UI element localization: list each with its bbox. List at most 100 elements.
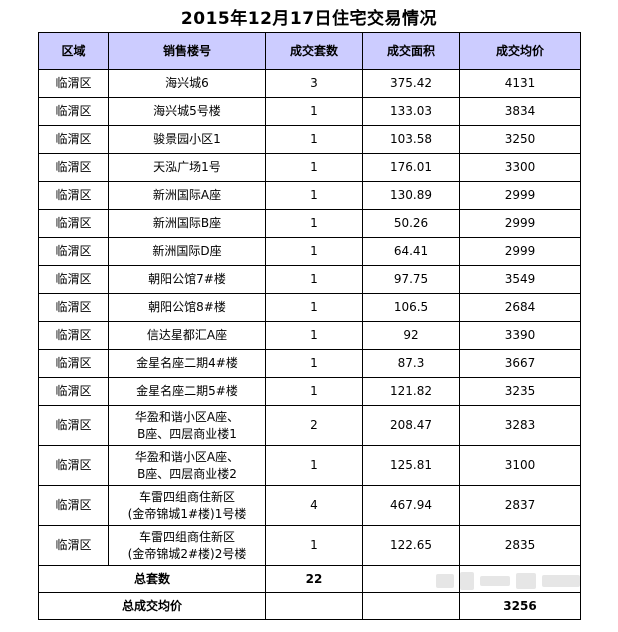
cell-area: 121.82 [362, 377, 460, 406]
cell-avg-price: 3390 [459, 321, 581, 350]
avg-price-value: 3256 [459, 592, 581, 620]
cell-units: 1 [265, 349, 363, 378]
table-row: 临渭区 华盈和谐小区A座、 B座、四层商业楼2 1 125.81 3100 [38, 445, 581, 486]
cell-region: 临渭区 [38, 97, 109, 126]
cell-region: 临渭区 [38, 181, 109, 210]
table-row: 临渭区 朝阳公馆7#楼 1 97.75 3549 [38, 265, 581, 294]
table-row: 临渭区 海兴城5号楼 1 133.03 3834 [38, 97, 581, 126]
table-row: 临渭区 新洲国际B座 1 50.26 2999 [38, 209, 581, 238]
cell-region: 临渭区 [38, 153, 109, 182]
cell-region: 临渭区 [38, 237, 109, 266]
building-name-line: 新洲国际A座 [152, 188, 222, 202]
cell-avg-price: 2999 [459, 237, 581, 266]
cell-region: 临渭区 [38, 209, 109, 238]
avg-price-row: 总成交均价 3256 [38, 592, 581, 620]
cell-area: 106.5 [362, 293, 460, 322]
cell-units: 4 [265, 485, 363, 526]
building-name-line: 新洲国际D座 [152, 244, 222, 258]
cell-units: 1 [265, 97, 363, 126]
building-name-line: 金星名座二期5#楼 [136, 384, 238, 398]
cell-avg-price: 3250 [459, 125, 581, 154]
building-name-line: B座、四层商业楼1 [137, 426, 237, 441]
cell-units: 1 [265, 525, 363, 566]
table-row: 临渭区 车雷四组商住新区 (金帝锦城1#楼)1号楼 4 467.94 2837 [38, 485, 581, 526]
building-name-line: 信达星都汇A座 [146, 328, 228, 342]
cell-region: 临渭区 [38, 265, 109, 294]
cell-building: 新洲国际B座 [108, 209, 266, 238]
cell-region: 临渭区 [38, 405, 109, 446]
cell-area: 87.3 [362, 349, 460, 378]
table-row: 临渭区 新洲国际A座 1 130.89 2999 [38, 181, 581, 210]
header-units: 成交套数 [265, 32, 363, 70]
cell-avg-price: 3100 [459, 445, 581, 486]
cell-area: 176.01 [362, 153, 460, 182]
cell-building: 华盈和谐小区A座、 B座、四层商业楼2 [108, 445, 266, 486]
cell-units: 2 [265, 405, 363, 446]
cell-area: 125.81 [362, 445, 460, 486]
table-row: 临渭区 信达星都汇A座 1 92 3390 [38, 321, 581, 350]
cell-region: 临渭区 [38, 445, 109, 486]
building-name-line: 新洲国际B座 [152, 216, 222, 230]
cell-avg-price: 3235 [459, 377, 581, 406]
avg-price-empty-area [362, 592, 460, 620]
table-row: 临渭区 金星名座二期4#楼 1 87.3 3667 [38, 349, 581, 378]
building-name-line: 朝阳公馆8#楼 [148, 300, 226, 314]
cell-avg-price: 3667 [459, 349, 581, 378]
cell-building: 朝阳公馆8#楼 [108, 293, 266, 322]
cell-building: 车雷四组商住新区 (金帝锦城1#楼)1号楼 [108, 485, 266, 526]
cell-avg-price: 3300 [459, 153, 581, 182]
building-name-line: 骏景园小区1 [153, 132, 221, 146]
cell-building: 华盈和谐小区A座、 B座、四层商业楼1 [108, 405, 266, 446]
header-region: 区域 [38, 32, 109, 70]
cell-units: 1 [265, 209, 363, 238]
header-area: 成交面积 [362, 32, 460, 70]
cell-area: 92 [362, 321, 460, 350]
table-row: 临渭区 车雷四组商住新区 (金帝锦城2#楼)2号楼 1 122.65 2835 [38, 525, 581, 566]
cell-units: 1 [265, 153, 363, 182]
building-name-line: B座、四层商业楼2 [137, 466, 237, 481]
cell-avg-price: 2999 [459, 209, 581, 238]
cell-building: 新洲国际A座 [108, 181, 266, 210]
cell-region: 临渭区 [38, 525, 109, 566]
cell-area: 375.42 [362, 69, 460, 98]
cell-building: 骏景园小区1 [108, 125, 266, 154]
cell-region: 临渭区 [38, 377, 109, 406]
cell-building: 海兴城6 [108, 69, 266, 98]
table-row: 临渭区 骏景园小区1 1 103.58 3250 [38, 125, 581, 154]
building-name-line: 海兴城5号楼 [153, 104, 221, 118]
transaction-table: 区域 销售楼号 成交套数 成交面积 成交均价 临渭区 海兴城6 3 375.42 413… [38, 32, 581, 620]
total-units-empty-area [362, 565, 460, 593]
cell-avg-price: 3834 [459, 97, 581, 126]
cell-region: 临渭区 [38, 349, 109, 378]
cell-building: 海兴城5号楼 [108, 97, 266, 126]
total-units-empty-price [459, 565, 581, 593]
building-name-line: 金星名座二期4#楼 [136, 356, 238, 370]
cell-region: 临渭区 [38, 293, 109, 322]
table-header-row: 区域 销售楼号 成交套数 成交面积 成交均价 [38, 32, 581, 70]
cell-units: 3 [265, 69, 363, 98]
cell-avg-price: 3549 [459, 265, 581, 294]
cell-units: 1 [265, 293, 363, 322]
cell-avg-price: 2837 [459, 485, 581, 526]
cell-area: 64.41 [362, 237, 460, 266]
cell-avg-price: 2835 [459, 525, 581, 566]
avg-price-empty-units [265, 592, 363, 620]
avg-price-label: 总成交均价 [38, 592, 266, 620]
cell-units: 1 [265, 377, 363, 406]
cell-region: 临渭区 [38, 125, 109, 154]
cell-avg-price: 4131 [459, 69, 581, 98]
cell-region: 临渭区 [38, 485, 109, 526]
cell-avg-price: 2684 [459, 293, 581, 322]
table-row: 临渭区 天泓广场1号 1 176.01 3300 [38, 153, 581, 182]
cell-area: 103.58 [362, 125, 460, 154]
cell-building: 天泓广场1号 [108, 153, 266, 182]
cell-building: 车雷四组商住新区 (金帝锦城2#楼)2号楼 [108, 525, 266, 566]
page-title: 2015年12月17日住宅交易情况 [180, 9, 438, 29]
cell-area: 208.47 [362, 405, 460, 446]
cell-area: 467.94 [362, 485, 460, 526]
cell-building: 朝阳公馆7#楼 [108, 265, 266, 294]
building-name-line: 朝阳公馆7#楼 [148, 272, 226, 286]
cell-units: 1 [265, 445, 363, 486]
building-name-line: 车雷四组商住新区 [138, 529, 235, 544]
table-row: 临渭区 朝阳公馆8#楼 1 106.5 2684 [38, 293, 581, 322]
